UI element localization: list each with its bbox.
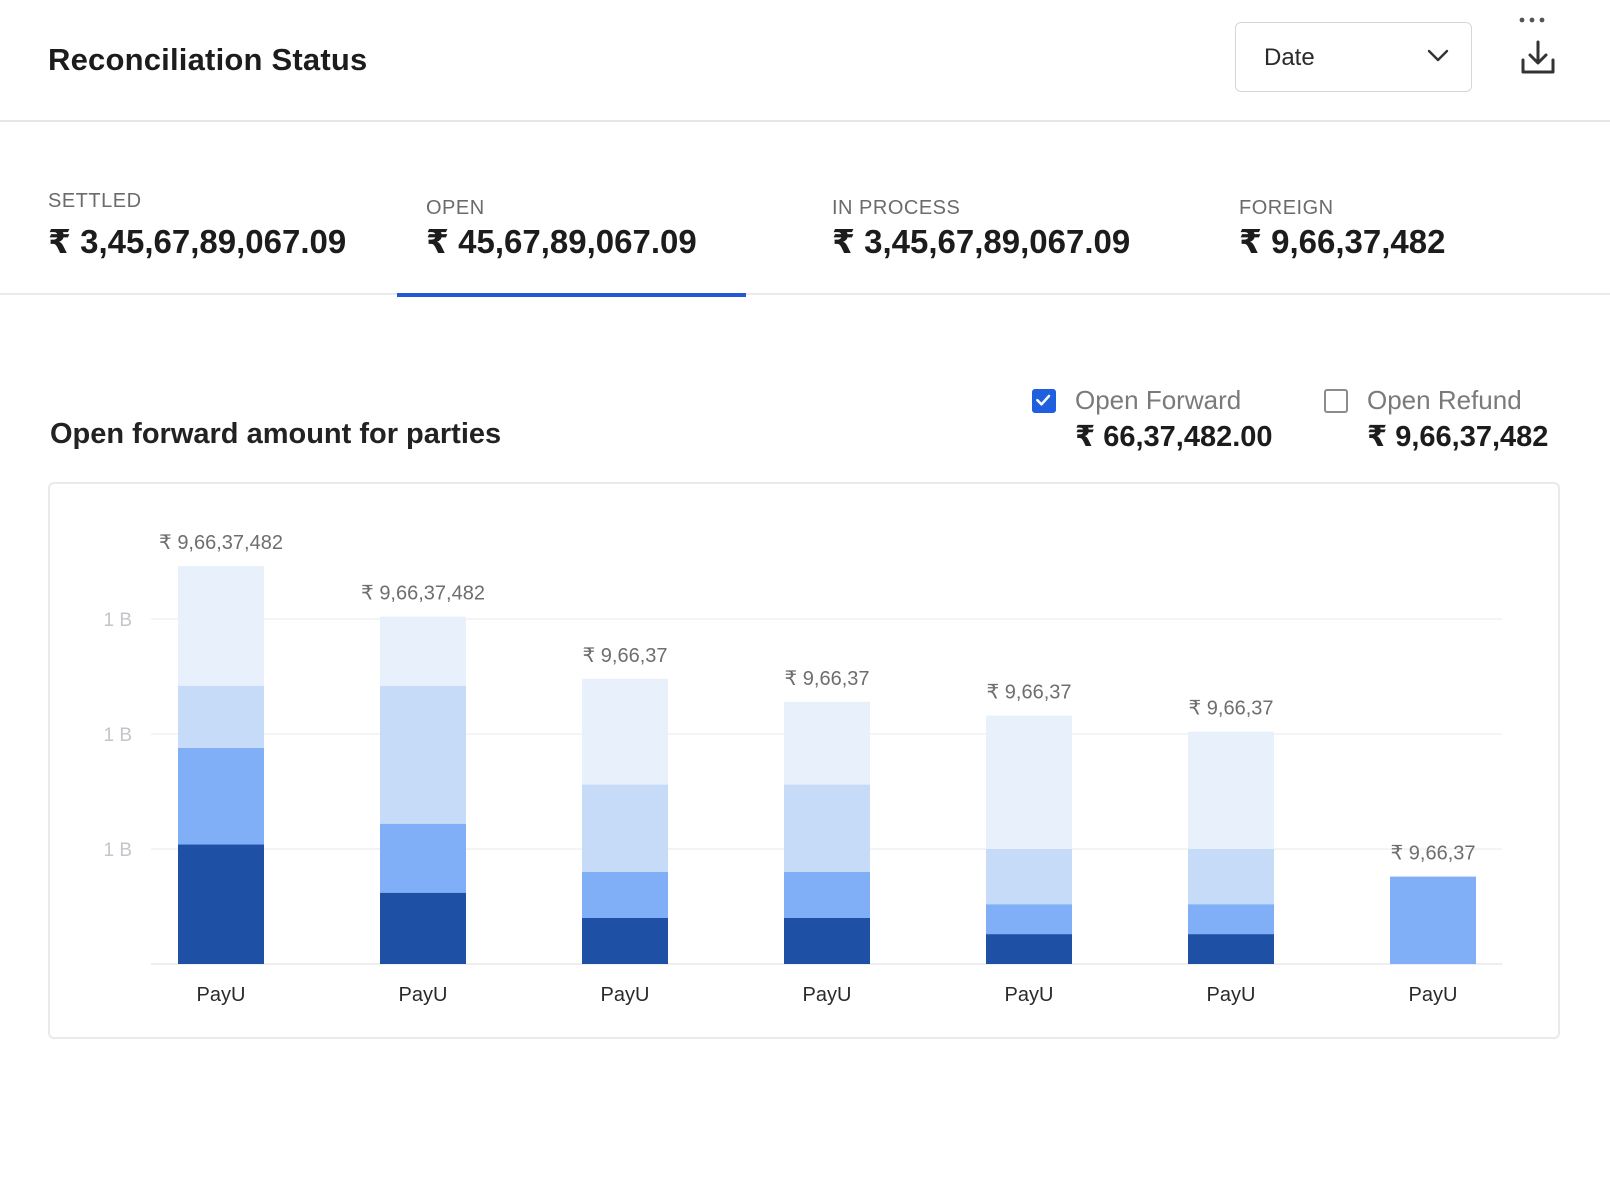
tab-open[interactable]: OPEN ₹ 45,67,89,067.09: [397, 122, 746, 297]
tab-label: FOREIGN: [1239, 197, 1334, 219]
bar-segment: [380, 616, 466, 686]
more-horizontal-icon[interactable]: [1517, 8, 1547, 32]
bar-data-label: ₹ 9,66,37: [1188, 698, 1273, 720]
bar-data-label: ₹ 9,66,37,482: [361, 583, 485, 605]
x-tick-label: PayU: [1005, 984, 1054, 1006]
bar-segment: [986, 934, 1072, 964]
legend-label: Open Refund: [1367, 385, 1522, 415]
bar-segment: [380, 823, 466, 893]
bar-segment: [784, 784, 870, 872]
tab-label: IN PROCESS: [832, 197, 961, 219]
x-tick-label: PayU: [399, 984, 448, 1006]
tab-in-process[interactable]: IN PROCESS ₹ 3,45,67,89,067.09: [832, 122, 1162, 295]
bar-segment: [380, 685, 466, 824]
status-tabs: SETTLED ₹ 3,45,67,89,067.09 OPEN ₹ 45,67…: [0, 122, 1610, 297]
bar-segment: [784, 872, 870, 918]
x-tick-label: PayU: [197, 984, 246, 1006]
bar-segment: [178, 844, 264, 964]
bar-segment: [986, 904, 1072, 935]
legend-open-forward[interactable]: Open Forward ₹ 66,37,482.00: [1032, 385, 1292, 455]
checkbox-checked-icon[interactable]: [1032, 389, 1056, 413]
tab-value: ₹ 3,45,67,89,067.09: [832, 223, 1131, 260]
bar-segment: [1188, 849, 1274, 905]
bar-segment: [1188, 731, 1274, 849]
bar-segment: [784, 701, 870, 785]
date-select-value: Date: [1264, 44, 1315, 71]
x-tick-label: PayU: [601, 984, 650, 1006]
legend-value: ₹ 66,37,482.00: [1075, 421, 1273, 453]
bar-segment: [986, 849, 1072, 905]
x-tick-label: PayU: [1409, 984, 1458, 1006]
y-tick-label: 1 B: [103, 610, 132, 631]
download-icon[interactable]: [1518, 38, 1558, 78]
bar-segment: [986, 715, 1072, 849]
bar-data-label: ₹ 9,66,37: [986, 682, 1071, 704]
bar-segment: [1188, 934, 1274, 964]
stacked-bar-chart: 1 B 1 B 1 B ₹ 9,66,37,482 PayU ₹ 9,66,37,482 P…: [103, 532, 1502, 1006]
header-bar: Reconciliation Status Date: [0, 0, 1610, 122]
bar-segment: [178, 685, 264, 748]
y-tick-label: 1 B: [103, 840, 132, 861]
tab-label: OPEN: [426, 197, 485, 219]
bar-segment: [784, 918, 870, 964]
bar-data-label: ₹ 9,66,37: [784, 668, 869, 690]
tab-value: ₹ 3,45,67,89,067.09: [48, 223, 347, 260]
y-tick-label: 1 B: [103, 725, 132, 746]
checkbox-unchecked-icon[interactable]: [1324, 389, 1348, 413]
bar-segment: [380, 892, 466, 964]
bar-data-label: ₹ 9,66,37,482: [159, 532, 283, 554]
bar-segment: [582, 918, 668, 964]
legend-value: ₹ 9,66,37,482: [1367, 421, 1549, 453]
legend-label: Open Forward: [1075, 385, 1242, 415]
bar-segment: [1390, 876, 1476, 964]
tab-label: SETTLED: [48, 190, 142, 212]
tab-value: ₹ 45,67,89,067.09: [426, 223, 697, 260]
x-tick-label: PayU: [1207, 984, 1256, 1006]
bar-segment: [1188, 904, 1274, 935]
bar-segment: [582, 784, 668, 872]
bar-segment: [178, 747, 264, 845]
chart-container: 1 B 1 B 1 B ₹ 9,66,37,482 PayU ₹ 9,66,37,482 P…: [48, 482, 1560, 1039]
bar-segment: [178, 566, 264, 686]
page-title: Reconciliation Status: [48, 42, 368, 77]
tab-foreign[interactable]: FOREIGN ₹ 9,66,37,482: [1239, 122, 1469, 295]
legend-open-refund[interactable]: Open Refund ₹ 9,66,37,482: [1324, 385, 1554, 455]
bar-data-label: ₹ 9,66,37: [1390, 843, 1475, 865]
chevron-down-icon: [1427, 49, 1449, 62]
bar-segment: [582, 872, 668, 918]
tab-settled[interactable]: SETTLED ₹ 3,45,67,89,067.09: [48, 122, 358, 295]
x-tick-label: PayU: [803, 984, 852, 1006]
section-title: Open forward amount for parties: [50, 418, 502, 450]
tab-value: ₹ 9,66,37,482: [1239, 223, 1446, 260]
bar-data-label: ₹ 9,66,37: [582, 645, 667, 667]
date-select[interactable]: Date: [1235, 22, 1472, 92]
bar-segment: [582, 678, 668, 785]
